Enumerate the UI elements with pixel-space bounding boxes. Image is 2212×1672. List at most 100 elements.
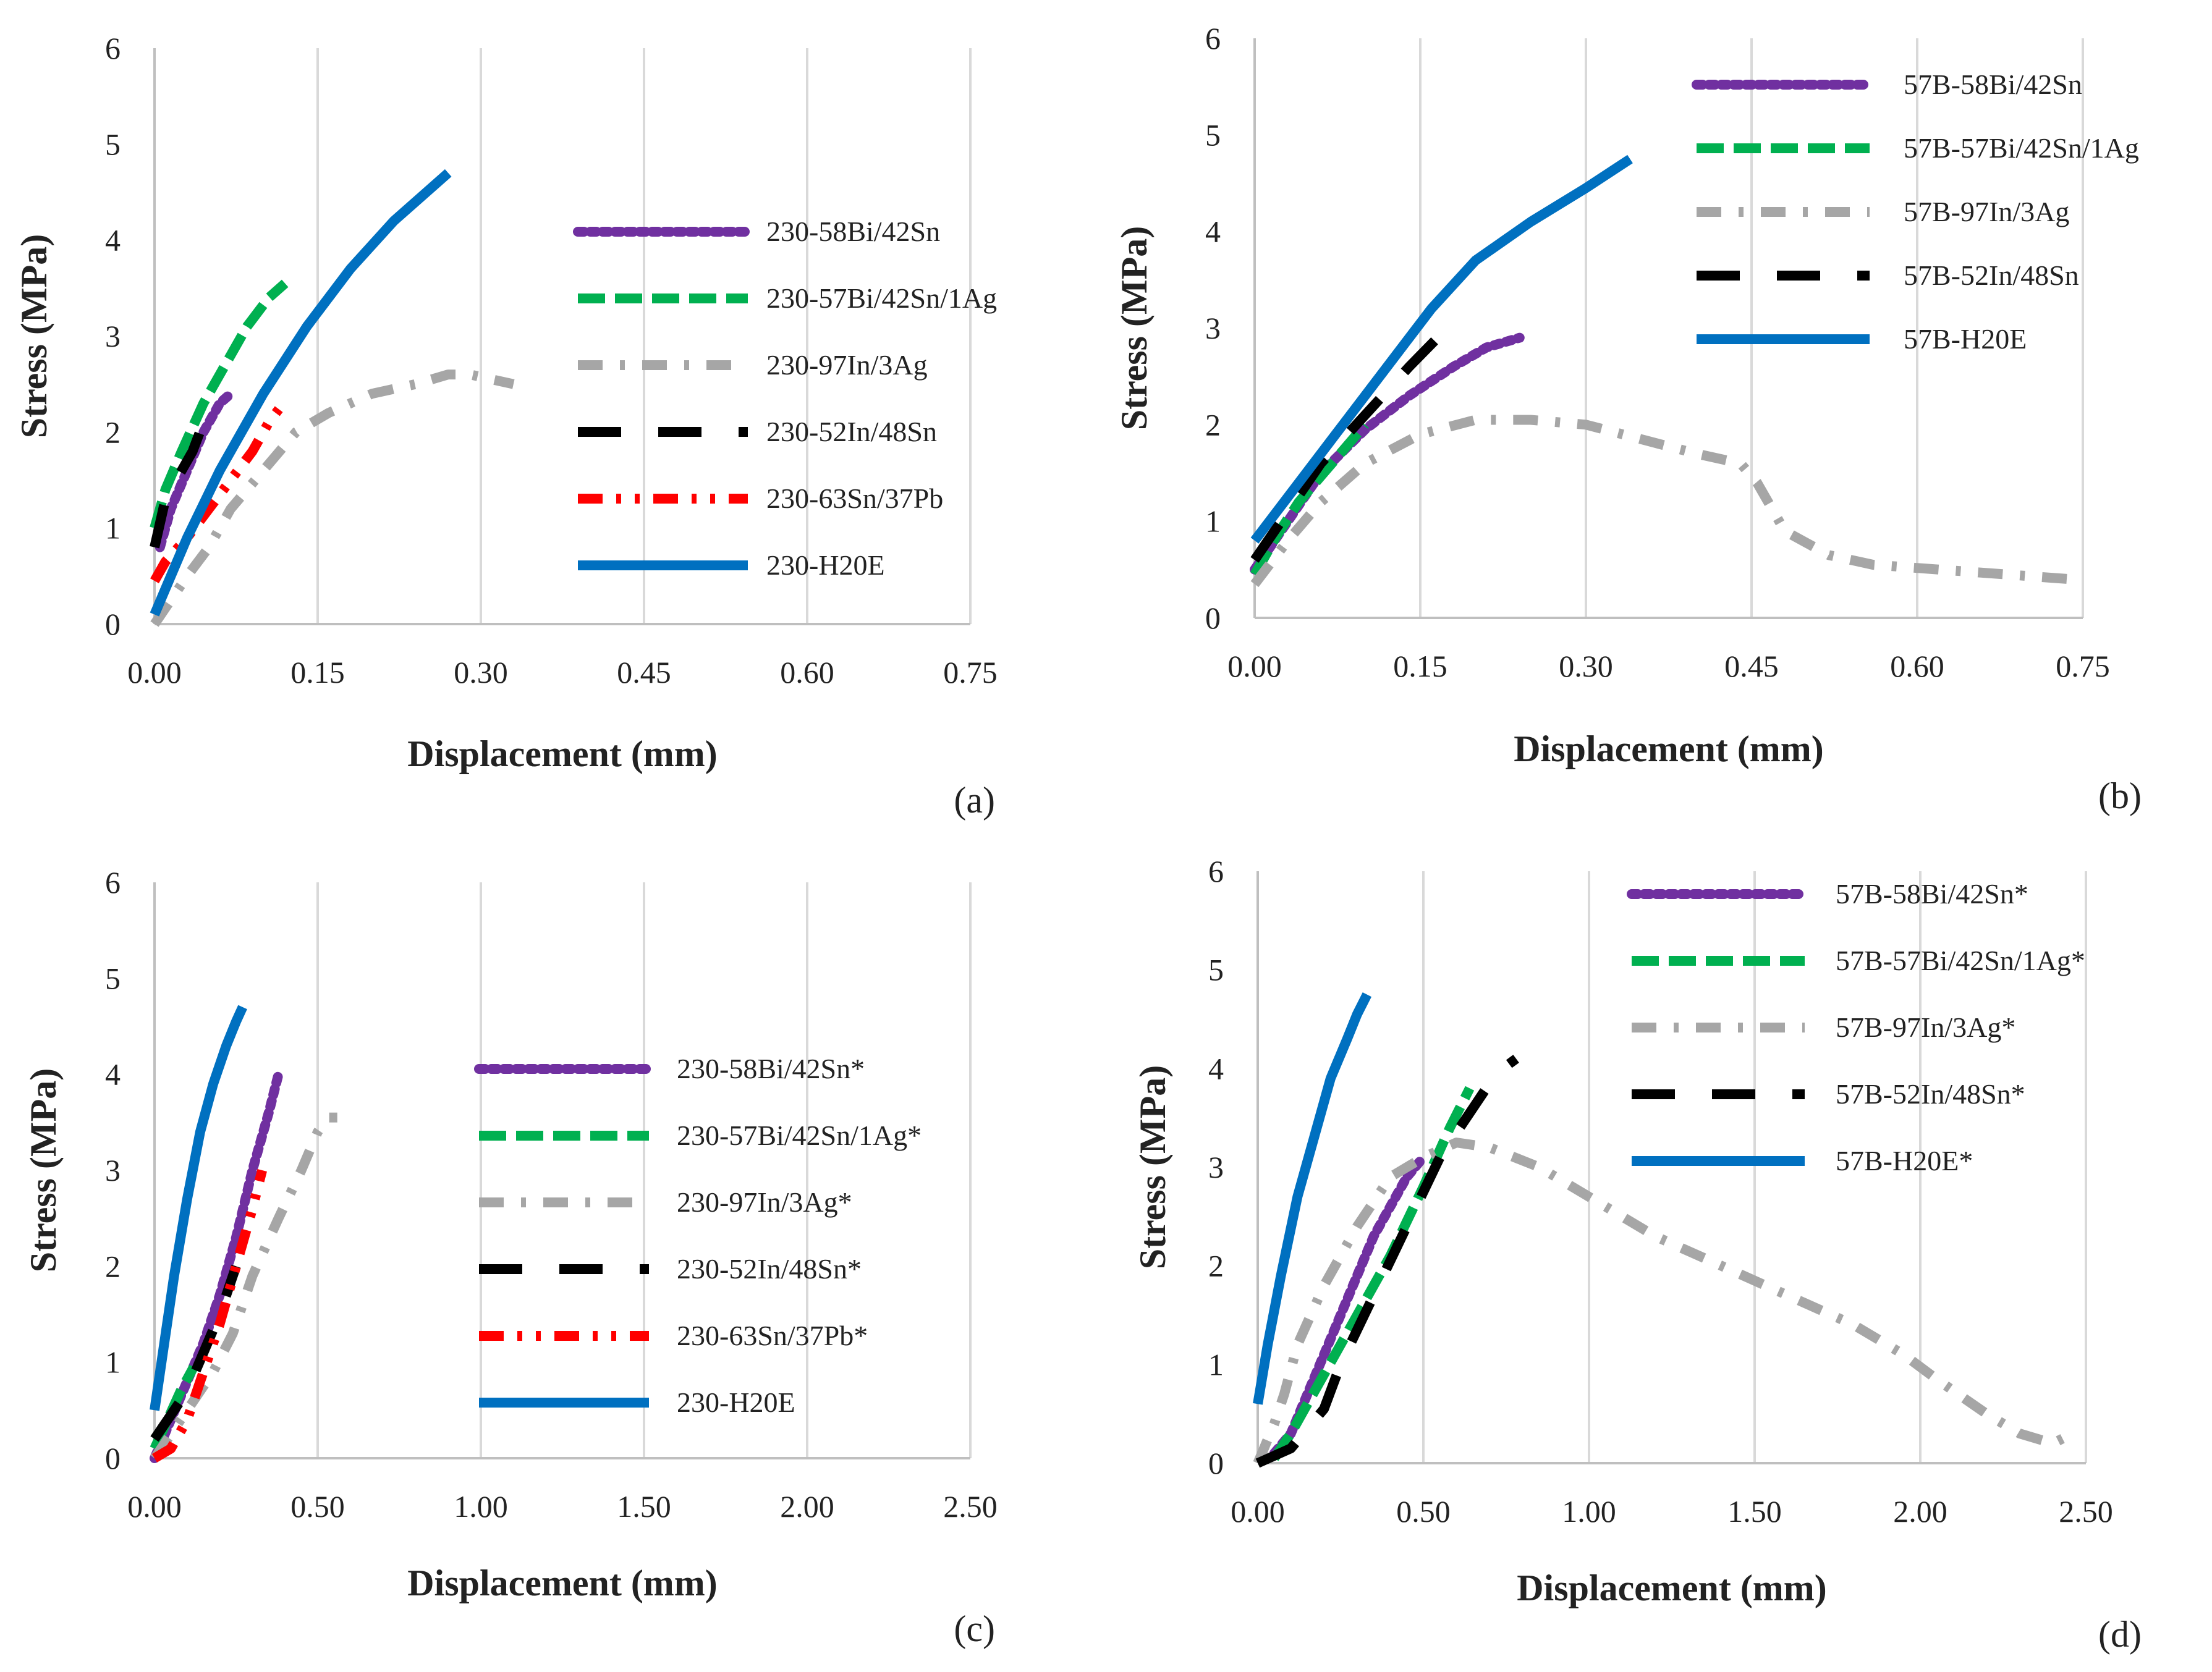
series-line [150,414,213,549]
legend-entry: 230-58Bi/42Sn* [677,1053,865,1084]
x-tick-label: 1.50 [1727,1494,1782,1529]
x-axis-label: Displacement (mm) [1517,1568,1827,1608]
x-tick-label: 0.30 [454,655,508,690]
series-line [151,1169,267,1463]
x-tick-label: 2.00 [1893,1494,1947,1529]
y-tick-label: 2 [105,1249,121,1283]
series-line [1250,415,2072,588]
series-line [1253,1138,2075,1466]
y-tick-label: 0 [105,607,121,641]
x-tick-label: 0.50 [290,1489,345,1524]
y-tick-label: 4 [105,1057,121,1092]
y-tick-label: 4 [1208,1051,1224,1086]
series-line [150,1264,241,1442]
series-line [1270,1086,1475,1461]
y-tick-label: 1 [105,1345,121,1380]
y-axis-label: Stress (MPa) [1114,226,1155,430]
y-tick-label: 3 [1208,1150,1224,1184]
x-tick-label: 0.15 [1393,649,1447,683]
x-axis-label: Displacement (mm) [407,733,718,774]
x-tick-label: 0.00 [1231,1494,1285,1529]
legend-entry: 230-52In/48Sn [766,416,937,447]
x-tick-label: 0.00 [127,655,182,690]
x-tick-label: 0.00 [1227,649,1282,683]
legend-entry: 230-58Bi/42Sn [766,216,940,247]
x-tick-label: 2.50 [2059,1494,2113,1529]
chart-panel-2: 0.00 0.15 0.30 0.45 0.60 0.75 0 1 2 3 4 5 6 Displacem… [1114,21,2142,816]
y-tick-label: 6 [1205,21,1221,56]
x-tick-label: 0.50 [1396,1494,1451,1529]
series-line [1250,332,1525,575]
series-line [1253,992,1372,1405]
legend: 57B-58Bi/42Sn* 57B-57Bi/42Sn/1Ag* 57B-97In… [1627,878,2085,1176]
x-tick-label: 0.30 [1559,649,1613,683]
y-tick-label: 6 [1208,854,1224,889]
y-tick-label: 5 [1205,117,1221,152]
legend-entry: 57B-97In/3Ag* [1836,1011,2015,1043]
chart-panel-4: 0.00 0.50 1.00 1.50 2.00 2.50 0 1 2 3 4 5 6 Displacem… [1132,854,2142,1655]
y-tick-label: 0 [1208,1446,1224,1480]
x-tick-label: 2.00 [780,1489,834,1524]
panel-label: (a) [954,780,995,821]
series-line [150,369,515,627]
legend-entry: 57B-57Bi/42Sn/1Ag [1904,132,2139,164]
y-tick-label: 5 [105,961,121,995]
x-tick-label: 2.50 [943,1489,998,1524]
series-line [1250,421,1369,577]
legend: 230-58Bi/42Sn 230-57Bi/42Sn/1Ag 230-97In/3… [573,216,997,581]
legend-entry: 57B-52In/48Sn* [1836,1078,2025,1110]
y-tick-label: 5 [105,127,121,161]
legend-entry: 230-H20E [766,549,885,581]
y-tick-label: 3 [105,1153,121,1188]
x-tick-label: 0.45 [1724,649,1779,683]
series-line [150,279,289,530]
x-tick-label: 0.60 [1890,649,1944,683]
series-line [1250,154,1633,544]
y-tick-label: 0 [105,1441,121,1476]
y-axis-label: Stress (MPa) [23,1068,64,1272]
y-tick-label: 5 [1208,953,1224,987]
legend-entry: 57B-97In/3Ag [1904,196,2069,227]
x-axis-label: Displacement (mm) [407,1563,718,1603]
y-tick-label: 6 [105,865,121,900]
chart-panel-1: 0.00 0.15 0.30 0.45 0.60 0.75 0 1 2 3 4 5 6 Displacem… [14,31,998,821]
legend-entry: 230-97In/3Ag [766,349,928,381]
legend-entry: 57B-58Bi/42Sn* [1836,878,2028,910]
x-tick-label: 0.75 [943,655,998,690]
x-tick-label: 1.00 [1562,1494,1616,1529]
y-tick-label: 1 [105,511,121,546]
y-tick-label: 6 [105,31,121,65]
legend-entry: 57B-57Bi/42Sn/1Ag* [1836,945,2085,976]
y-tick-label: 1 [1208,1347,1224,1382]
series-line [1250,329,1446,563]
x-tick-label: 0.75 [2056,649,2110,683]
y-tick-label: 3 [105,319,121,353]
y-tick-label: 2 [1208,1249,1224,1283]
y-tick-label: 1 [1205,504,1221,539]
legend-entry: 57B-H20E [1904,323,2027,355]
y-axis-label: Stress (MPa) [1132,1065,1173,1269]
panel-label: (b) [2098,775,2142,816]
legend-entry: 230-57Bi/42Sn/1Ag* [677,1120,922,1151]
x-tick-label: 1.50 [617,1489,671,1524]
x-tick-label: 0.60 [780,655,834,690]
y-tick-label: 4 [105,223,121,258]
legend-entry: 57B-H20E* [1836,1145,1973,1176]
series-line [150,169,452,617]
series-line [1255,1054,1519,1468]
y-axis-label: Stress (MPa) [14,234,54,438]
x-tick-label: 0.15 [290,655,345,690]
y-tick-label: 2 [105,415,121,449]
panel-label: (c) [954,1608,995,1649]
series-line [150,1005,247,1411]
legend-entry: 230-97In/3Ag* [677,1186,852,1218]
legend-entry: 230-52In/48Sn* [677,1253,862,1285]
chart-panel-3: 0.00 0.50 1.00 1.50 2.00 2.50 0 1 2 3 4 5 6 Displacem… [23,865,998,1649]
legend: 57B-58Bi/42Sn 57B-57Bi/42Sn/1Ag 57B-97In/3… [1692,69,2139,355]
y-tick-label: 2 [1205,407,1221,442]
panel-label: (d) [2098,1614,2142,1655]
legend-entry: 230-57Bi/42Sn/1Ag [766,282,997,314]
x-tick-label: 0.45 [617,655,671,690]
legend-entry: 230-63Sn/37Pb [766,483,943,514]
